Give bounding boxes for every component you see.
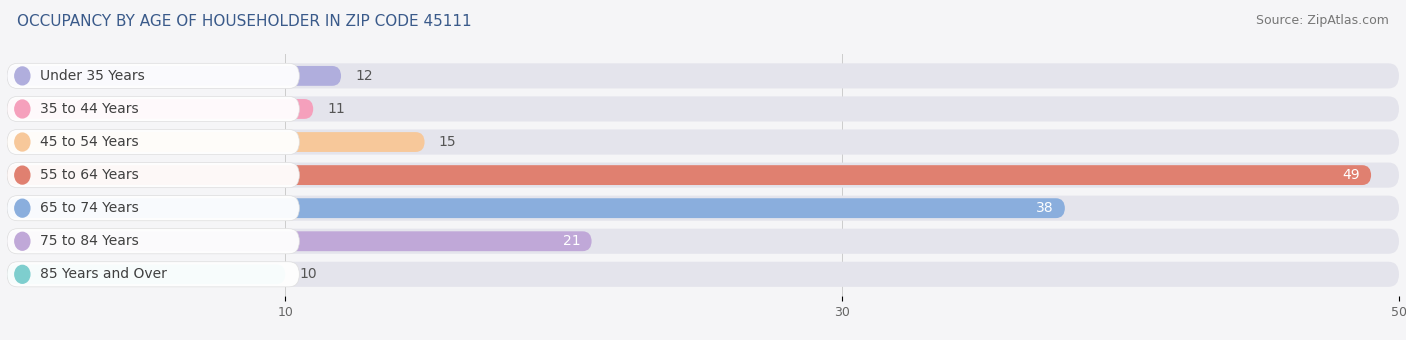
FancyBboxPatch shape: [7, 262, 1399, 287]
FancyBboxPatch shape: [7, 66, 342, 86]
FancyBboxPatch shape: [7, 130, 299, 155]
FancyBboxPatch shape: [7, 130, 1399, 155]
FancyBboxPatch shape: [7, 229, 299, 254]
Text: Under 35 Years: Under 35 Years: [41, 69, 145, 83]
Text: 55 to 64 Years: 55 to 64 Years: [41, 168, 139, 182]
FancyBboxPatch shape: [7, 163, 299, 188]
Circle shape: [15, 67, 30, 85]
FancyBboxPatch shape: [7, 163, 1399, 188]
Circle shape: [15, 133, 30, 151]
Text: 21: 21: [562, 234, 581, 248]
FancyBboxPatch shape: [7, 262, 299, 287]
FancyBboxPatch shape: [7, 99, 314, 119]
FancyBboxPatch shape: [7, 132, 425, 152]
Circle shape: [15, 266, 30, 283]
FancyBboxPatch shape: [7, 63, 1399, 88]
Text: 11: 11: [328, 102, 344, 116]
Text: Source: ZipAtlas.com: Source: ZipAtlas.com: [1256, 14, 1389, 27]
Text: 75 to 84 Years: 75 to 84 Years: [41, 234, 139, 248]
FancyBboxPatch shape: [7, 165, 1371, 185]
FancyBboxPatch shape: [7, 97, 299, 121]
Circle shape: [15, 232, 30, 250]
Text: 85 Years and Over: 85 Years and Over: [41, 267, 167, 281]
Text: 12: 12: [354, 69, 373, 83]
FancyBboxPatch shape: [7, 229, 1399, 254]
Text: OCCUPANCY BY AGE OF HOUSEHOLDER IN ZIP CODE 45111: OCCUPANCY BY AGE OF HOUSEHOLDER IN ZIP C…: [17, 14, 471, 29]
FancyBboxPatch shape: [7, 198, 1064, 218]
Text: 65 to 74 Years: 65 to 74 Years: [41, 201, 139, 215]
Text: 10: 10: [299, 267, 316, 281]
FancyBboxPatch shape: [7, 63, 299, 88]
FancyBboxPatch shape: [7, 265, 285, 284]
FancyBboxPatch shape: [7, 97, 1399, 121]
Circle shape: [15, 199, 30, 217]
FancyBboxPatch shape: [7, 231, 592, 251]
Text: 49: 49: [1343, 168, 1360, 182]
FancyBboxPatch shape: [7, 195, 299, 221]
Text: 45 to 54 Years: 45 to 54 Years: [41, 135, 139, 149]
FancyBboxPatch shape: [7, 195, 1399, 221]
Circle shape: [15, 166, 30, 184]
Text: 15: 15: [439, 135, 456, 149]
Circle shape: [15, 100, 30, 118]
Text: 38: 38: [1036, 201, 1053, 215]
Text: 35 to 44 Years: 35 to 44 Years: [41, 102, 139, 116]
